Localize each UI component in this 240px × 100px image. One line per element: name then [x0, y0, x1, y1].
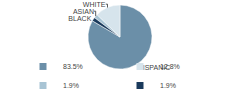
svg-text:1.9%: 1.9%	[63, 82, 79, 89]
svg-text:1.9%: 1.9%	[160, 82, 176, 89]
svg-text:BLACK: BLACK	[68, 15, 91, 22]
svg-text:WHITE: WHITE	[83, 1, 106, 8]
svg-text:12.8%: 12.8%	[160, 63, 180, 70]
svg-text:ASIAN: ASIAN	[73, 8, 94, 15]
svg-text:83.5%: 83.5%	[63, 63, 83, 70]
